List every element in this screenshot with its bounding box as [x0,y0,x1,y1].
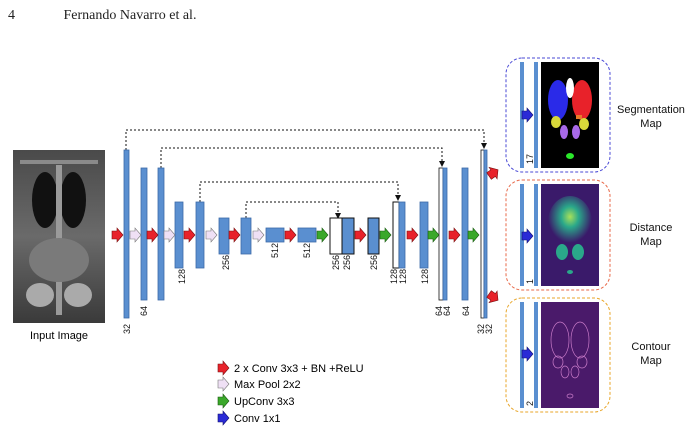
block-e1b [140,167,148,301]
maxpool-arrow [205,227,218,243]
output-title-line2: Map [640,236,661,248]
block-d1c [461,167,469,301]
channel-label: 64 [139,306,149,316]
channel-labels: 32 64 128 256 512 512 256 256 256 128 12… [122,243,494,334]
block-e2b [195,201,205,269]
channel-label: 512 [270,243,280,258]
channel-label: 128 [177,269,187,284]
skip-connections [125,129,487,219]
output-channel-label: 17 [525,154,535,164]
channel-label: 128 [389,269,399,284]
block-e1a [123,149,130,319]
legend-conv1x1-arrow [217,410,230,426]
channel-label: 256 [342,255,352,270]
upconv-arrow [427,227,440,243]
block-d1-skip [438,167,444,301]
output-contour [505,297,611,413]
output-segmentation [505,57,611,173]
output-channel-label: 1 [525,279,535,284]
page-number: 4 [8,8,15,23]
conv-arrow [406,227,419,243]
distance-box [505,179,611,291]
block-e3b [240,217,252,255]
conv-arrow-to-seg [484,163,503,183]
legend-label: 2 x Conv 3x3 + BN +ReLU [234,363,364,375]
conv-arrow [111,227,124,243]
block-d1-up [442,167,448,301]
maxpool-arrow [163,227,176,243]
maxpool-arrow [252,227,265,243]
legend-upconv-arrow [217,393,230,409]
output-channel-label: 2 [525,401,535,406]
block-d0-skip [480,149,485,319]
running-title: Fernando Navarro et al. [63,8,197,23]
channel-label: 64 [442,306,452,316]
output-title-line2: Map [640,355,661,367]
channel-label: 128 [398,269,408,284]
legend-label: Max Pool 2x2 [234,379,301,391]
channel-label: 64 [434,306,444,316]
legend-conv-arrow [217,360,230,376]
block-bottleneck-a [265,227,285,243]
block-d2-up [398,201,406,269]
contour-map-image [541,302,599,408]
conv-arrow [183,227,196,243]
network-blocks [123,149,488,319]
legend: 2 x Conv 3x3 + BN +ReLU Max Pool 2x2 UpC… [217,360,364,426]
output-title-line1: Segmentation [617,104,685,116]
upconv-arrow [467,227,480,243]
conv-arrow [146,227,159,243]
output-title-line1: Contour [631,341,670,353]
channel-label: 32 [484,324,494,334]
input-image-label: Input Image [30,330,88,342]
block-d3c [367,217,380,255]
conv-arrow [284,227,297,243]
output-block [534,62,538,168]
block-d3-skip [329,217,343,255]
conv-arrow-to-contour [484,287,503,307]
block-bottleneck-b [297,227,317,243]
conv-arrow [228,227,241,243]
channel-label: 32 [122,324,132,334]
block-d0-up [483,149,488,319]
conv-arrow [354,227,367,243]
block-d2-skip [392,201,400,269]
block-e2a [174,201,184,269]
segmentation-map-image [541,62,599,168]
legend-label: UpConv 3x3 [234,396,295,408]
block-d2c [419,201,429,269]
output-title-line1: Distance [630,222,673,234]
output-distance [505,179,611,291]
segmentation-box [505,57,611,173]
output-channel-labels: 17 1 2 [525,154,535,406]
block-d3-up [341,217,355,255]
upconv-arrow [379,227,392,243]
channel-label: 512 [302,243,312,258]
output-block [534,302,538,408]
legend-label: Conv 1x1 [234,413,280,425]
page-header: 4 Fernando Navarro et al. [8,8,196,24]
output-titles: Segmentation Map Distance Map Contour Ma… [617,104,685,367]
conv-arrow [448,227,461,243]
block-e3a [218,217,230,255]
contour-box [505,297,611,413]
channel-label: 128 [420,269,430,284]
legend-maxpool-arrow [217,376,230,392]
upconv-arrow [316,227,329,243]
channel-label: 256 [221,255,231,270]
channel-label: 256 [331,255,341,270]
channel-label: 32 [476,324,486,334]
channel-label: 64 [461,306,471,316]
input-image [13,150,105,323]
channel-label: 256 [369,255,379,270]
output-block [534,184,538,286]
block-e1c [157,167,165,301]
maxpool-arrow [129,227,142,243]
output-title-line2: Map [640,118,661,130]
